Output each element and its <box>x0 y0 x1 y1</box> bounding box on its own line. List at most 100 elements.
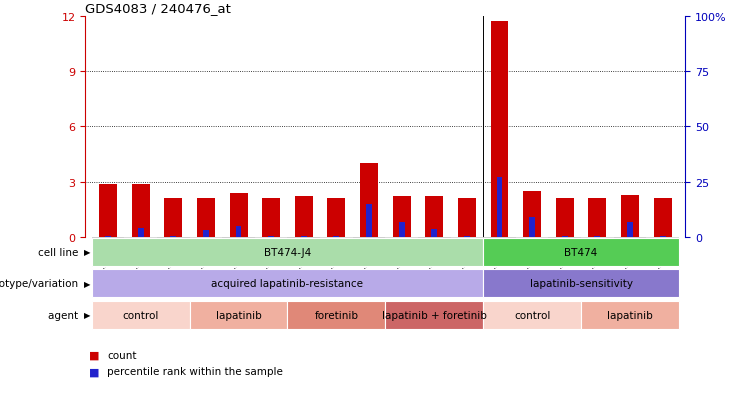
Bar <box>594 236 600 237</box>
Bar <box>301 236 307 237</box>
Text: GSM799183: GSM799183 <box>397 239 406 290</box>
Bar <box>523 192 541 237</box>
Bar <box>548 237 581 267</box>
Text: GSM799175: GSM799175 <box>136 239 145 290</box>
Text: GSM799177: GSM799177 <box>299 239 308 290</box>
Text: GSM799180: GSM799180 <box>202 239 210 290</box>
Text: GSM799171: GSM799171 <box>593 239 602 290</box>
Bar <box>581 301 679 329</box>
Text: lapatinib: lapatinib <box>216 310 262 320</box>
Bar <box>451 237 483 267</box>
Bar <box>588 199 606 237</box>
Bar <box>268 236 274 237</box>
Bar <box>425 197 443 237</box>
Text: genotype/variation: genotype/variation <box>0 279 82 289</box>
Text: GSM799169: GSM799169 <box>528 239 536 290</box>
Text: ▶: ▶ <box>84 311 90 320</box>
Bar <box>157 237 190 267</box>
Bar <box>562 236 568 237</box>
Bar <box>458 199 476 237</box>
Bar <box>627 222 633 237</box>
Bar <box>92 238 483 266</box>
Text: GSM799182: GSM799182 <box>267 239 276 290</box>
Bar <box>483 270 679 298</box>
Text: GSM799179: GSM799179 <box>365 239 373 290</box>
Text: BT474: BT474 <box>565 247 598 257</box>
Text: lapatinib + foretinib: lapatinib + foretinib <box>382 310 487 320</box>
Bar <box>288 237 320 267</box>
Text: lapatinib: lapatinib <box>607 310 653 320</box>
Bar <box>385 237 418 267</box>
Bar <box>483 238 679 266</box>
Bar <box>614 237 646 267</box>
Bar <box>230 193 247 237</box>
Bar <box>654 199 671 237</box>
Text: percentile rank within the sample: percentile rank within the sample <box>107 366 283 376</box>
Bar <box>399 222 405 237</box>
Text: GSM799174: GSM799174 <box>104 239 113 290</box>
Text: ■: ■ <box>89 366 99 376</box>
Bar <box>491 22 508 237</box>
Text: ▶: ▶ <box>84 279 90 288</box>
Bar <box>170 236 176 237</box>
Bar <box>556 199 574 237</box>
Bar <box>222 237 255 267</box>
Bar <box>138 229 144 237</box>
Bar <box>197 199 215 237</box>
Text: GDS4083 / 240476_at: GDS4083 / 240476_at <box>85 2 231 15</box>
Bar <box>132 184 150 237</box>
Bar <box>320 237 353 267</box>
Text: GSM799172: GSM799172 <box>625 239 634 290</box>
Text: control: control <box>122 310 159 320</box>
Bar <box>621 195 639 237</box>
Text: GSM799173: GSM799173 <box>658 239 667 290</box>
Text: count: count <box>107 350 137 360</box>
Bar <box>236 226 242 237</box>
Bar <box>659 236 665 237</box>
Bar <box>581 237 614 267</box>
Bar <box>516 237 548 267</box>
Text: GSM799168: GSM799168 <box>495 239 504 290</box>
Bar <box>393 197 411 237</box>
Text: GSM799181: GSM799181 <box>234 239 243 290</box>
Text: cell line: cell line <box>38 247 82 257</box>
Bar <box>92 270 483 298</box>
Bar <box>92 237 124 267</box>
Bar <box>353 237 385 267</box>
Bar <box>105 236 111 237</box>
Bar <box>190 301 288 329</box>
Bar <box>483 237 516 267</box>
Bar <box>483 301 581 329</box>
Text: GSM799170: GSM799170 <box>560 239 569 290</box>
Bar <box>295 197 313 237</box>
Bar <box>646 237 679 267</box>
Bar <box>366 204 372 237</box>
Text: GSM799185: GSM799185 <box>462 239 471 290</box>
Bar <box>99 184 117 237</box>
Bar <box>262 199 280 237</box>
Bar <box>333 236 339 237</box>
Text: BT474-J4: BT474-J4 <box>264 247 311 257</box>
Bar <box>203 231 209 237</box>
Text: agent: agent <box>48 310 82 320</box>
Text: GSM799176: GSM799176 <box>169 239 178 290</box>
Text: control: control <box>514 310 551 320</box>
Text: GSM799184: GSM799184 <box>430 239 439 290</box>
Bar <box>328 199 345 237</box>
Bar <box>360 164 378 237</box>
Bar <box>496 178 502 237</box>
Bar <box>418 237 451 267</box>
Bar <box>190 237 222 267</box>
Bar <box>288 301 385 329</box>
Text: acquired lapatinib-resistance: acquired lapatinib-resistance <box>211 279 363 289</box>
Bar <box>464 236 470 237</box>
Bar <box>124 237 157 267</box>
Bar <box>431 230 437 237</box>
Text: GSM799178: GSM799178 <box>332 239 341 290</box>
Bar <box>255 237 288 267</box>
Text: ▶: ▶ <box>84 248 90 257</box>
Text: foretinib: foretinib <box>314 310 359 320</box>
Text: lapatinib-sensitivity: lapatinib-sensitivity <box>530 279 633 289</box>
Bar <box>92 301 190 329</box>
Bar <box>165 199 182 237</box>
